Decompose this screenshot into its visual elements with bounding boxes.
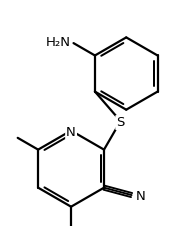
Text: S: S: [116, 116, 125, 129]
Text: H₂N: H₂N: [45, 36, 70, 49]
Text: N: N: [66, 126, 76, 138]
Text: N: N: [135, 190, 145, 203]
